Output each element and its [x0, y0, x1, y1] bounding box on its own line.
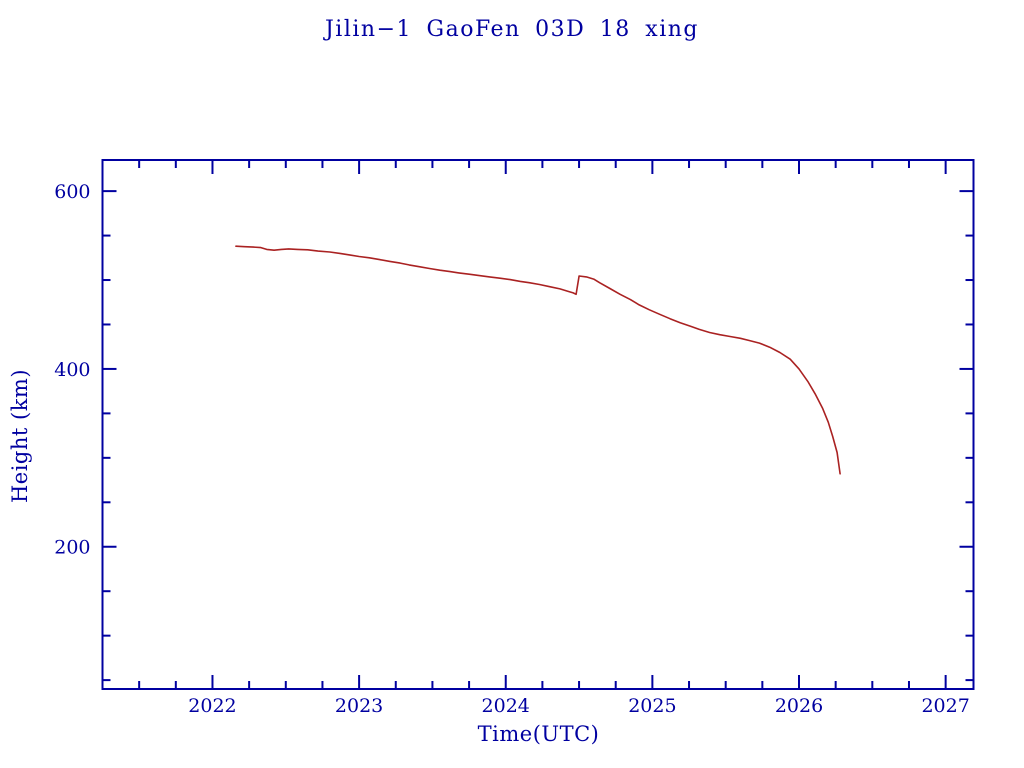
y-tick-label: 200: [54, 537, 90, 559]
x-tick-label: 2026: [775, 695, 823, 717]
x-tick-label: 2027: [921, 695, 969, 717]
x-tick-label: 2025: [628, 695, 676, 717]
y-axis-label: Height (km): [8, 368, 32, 504]
x-axis-label: Time(UTC): [477, 722, 600, 746]
chart-title: Jilin−1 GaoFen 03D 18 xing: [324, 17, 699, 42]
y-tick-label: 600: [54, 181, 90, 203]
x-tick-label: 2023: [335, 695, 383, 717]
y-tick-label: 400: [54, 359, 90, 381]
series-line-orbit-height: [235, 245, 841, 475]
x-tick-label: 2022: [188, 695, 236, 717]
x-tick-label: 2024: [482, 695, 530, 717]
plot-box: [101, 159, 975, 690]
